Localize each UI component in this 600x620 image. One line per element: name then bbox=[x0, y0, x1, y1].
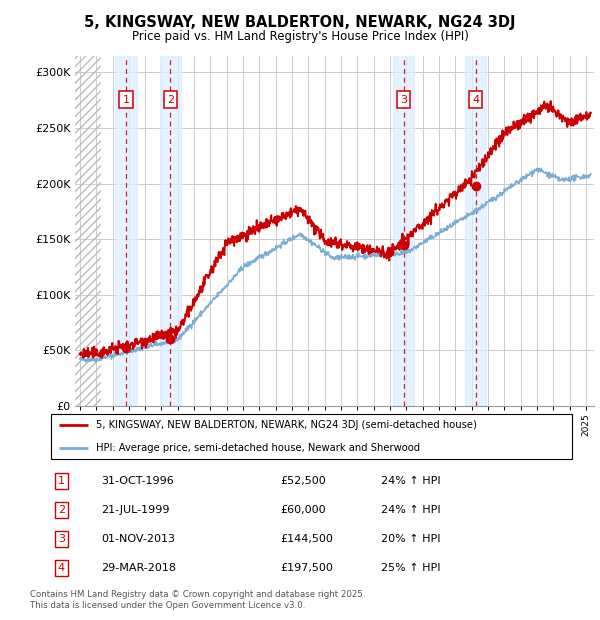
Text: 4: 4 bbox=[58, 563, 65, 573]
Text: 1: 1 bbox=[58, 476, 65, 485]
Text: 3: 3 bbox=[58, 534, 65, 544]
FancyBboxPatch shape bbox=[50, 414, 572, 459]
Text: 21-JUL-1999: 21-JUL-1999 bbox=[101, 505, 169, 515]
Text: Price paid vs. HM Land Registry's House Price Index (HPI): Price paid vs. HM Land Registry's House … bbox=[131, 30, 469, 43]
Text: Contains HM Land Registry data © Crown copyright and database right 2025.: Contains HM Land Registry data © Crown c… bbox=[30, 590, 365, 600]
Text: 29-MAR-2018: 29-MAR-2018 bbox=[101, 563, 176, 573]
Text: 4: 4 bbox=[472, 95, 479, 105]
Text: 3: 3 bbox=[400, 95, 407, 105]
Text: 5, KINGSWAY, NEW BALDERTON, NEWARK, NG24 3DJ: 5, KINGSWAY, NEW BALDERTON, NEWARK, NG24… bbox=[84, 16, 516, 30]
Text: 1: 1 bbox=[122, 95, 130, 105]
Text: This data is licensed under the Open Government Licence v3.0.: This data is licensed under the Open Gov… bbox=[30, 601, 305, 611]
Bar bbox=[160, 56, 181, 406]
Text: 24% ↑ HPI: 24% ↑ HPI bbox=[380, 476, 440, 485]
Bar bbox=[75, 56, 101, 406]
Text: £197,500: £197,500 bbox=[280, 563, 333, 573]
Text: £60,000: £60,000 bbox=[280, 505, 326, 515]
Text: 24% ↑ HPI: 24% ↑ HPI bbox=[380, 505, 440, 515]
Text: 20% ↑ HPI: 20% ↑ HPI bbox=[380, 534, 440, 544]
Bar bbox=[115, 56, 137, 406]
Bar bbox=[75, 56, 101, 406]
Text: 31-OCT-1996: 31-OCT-1996 bbox=[101, 476, 173, 485]
Text: £52,500: £52,500 bbox=[280, 476, 326, 485]
Text: 25% ↑ HPI: 25% ↑ HPI bbox=[380, 563, 440, 573]
Text: 2: 2 bbox=[58, 505, 65, 515]
Bar bbox=[465, 56, 486, 406]
Text: 2: 2 bbox=[167, 95, 174, 105]
Bar bbox=[393, 56, 414, 406]
Text: 5, KINGSWAY, NEW BALDERTON, NEWARK, NG24 3DJ (semi-detached house): 5, KINGSWAY, NEW BALDERTON, NEWARK, NG24… bbox=[95, 420, 476, 430]
Text: HPI: Average price, semi-detached house, Newark and Sherwood: HPI: Average price, semi-detached house,… bbox=[95, 443, 419, 453]
Text: £144,500: £144,500 bbox=[280, 534, 333, 544]
Text: 01-NOV-2013: 01-NOV-2013 bbox=[101, 534, 175, 544]
